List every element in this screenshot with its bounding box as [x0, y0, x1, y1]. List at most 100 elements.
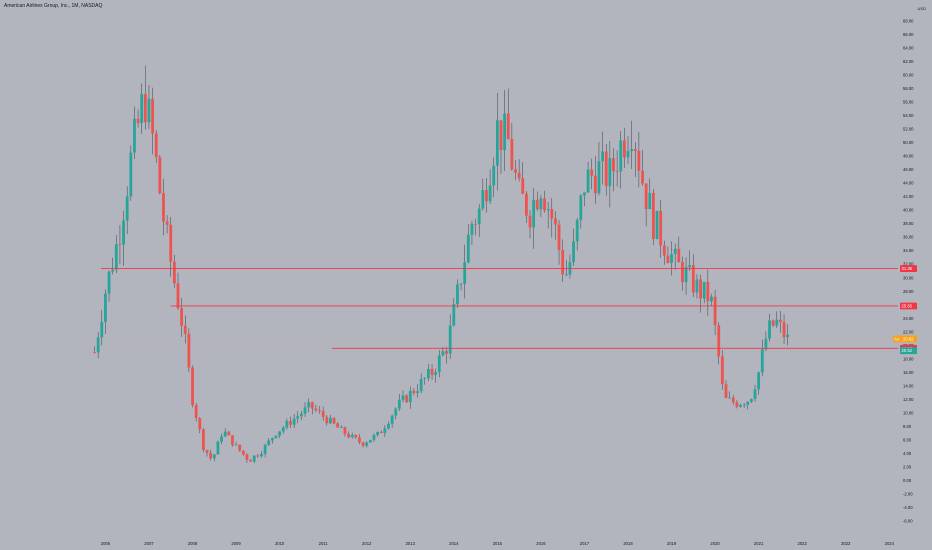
candle	[648, 178, 652, 210]
candle	[713, 289, 717, 336]
candle-body	[557, 224, 561, 251]
candle-body	[757, 372, 761, 390]
candle	[445, 347, 448, 364]
y-tick-label: 32.00	[903, 262, 914, 267]
candle-body	[593, 175, 597, 194]
candle-body	[503, 113, 507, 151]
candle-body	[550, 209, 554, 219]
candle-body	[575, 219, 579, 242]
level-badge-bg	[900, 265, 917, 272]
candle	[125, 186, 129, 234]
x-tick-label: 2010	[275, 541, 285, 546]
candle	[416, 384, 419, 398]
x-tick-label: 2018	[623, 541, 633, 546]
candle-body	[441, 351, 445, 356]
candle-body	[648, 192, 652, 210]
candle	[314, 404, 318, 413]
candle-body	[702, 281, 706, 299]
x-tick-label: 2013	[406, 541, 416, 546]
candle-body	[470, 223, 474, 235]
y-tick-label: 10.00	[903, 411, 914, 416]
candle-body	[202, 429, 205, 451]
candle	[724, 380, 728, 399]
candle	[227, 431, 231, 436]
candle-body	[485, 190, 488, 202]
y-tick-label: 8.00	[903, 424, 912, 429]
candle	[728, 391, 732, 399]
candle-body	[786, 334, 790, 338]
candle-body	[463, 262, 467, 284]
candle	[684, 257, 688, 296]
candle-body	[615, 171, 619, 172]
candle	[183, 315, 187, 344]
x-tick-label: 2006	[101, 541, 111, 546]
candle-body	[546, 209, 550, 211]
candle	[557, 219, 561, 265]
candle-body	[343, 427, 347, 435]
candle	[626, 136, 630, 165]
last-price-badge-bg	[893, 335, 917, 343]
candle	[554, 211, 557, 240]
y-tick-label: 6.00	[903, 438, 912, 443]
candle	[347, 431, 350, 439]
candle	[202, 428, 205, 453]
candle	[691, 254, 695, 298]
y-tick-label: 52.00	[903, 126, 914, 131]
candle-body	[318, 410, 321, 412]
candle-body	[354, 434, 358, 438]
candle	[521, 162, 525, 195]
candle-body	[688, 265, 692, 268]
candle	[568, 254, 572, 279]
candle-body	[263, 444, 267, 454]
candle-body	[644, 183, 648, 210]
close-badge-bg	[900, 347, 917, 355]
candle	[376, 431, 379, 437]
candle-body	[209, 452, 213, 459]
candle-body	[760, 349, 764, 373]
candle-body	[267, 440, 271, 445]
candle	[118, 224, 122, 265]
candle	[205, 449, 209, 457]
candle	[677, 236, 681, 263]
y-tick-label: -2.00	[903, 492, 913, 497]
candle-body	[118, 244, 122, 245]
candles	[93, 65, 790, 464]
x-tick-label: 2015	[493, 541, 503, 546]
candle-body	[619, 140, 623, 172]
candle	[285, 418, 289, 430]
candle	[717, 322, 721, 365]
candle-body	[361, 442, 365, 446]
candle	[720, 350, 724, 390]
candle-body	[608, 158, 612, 187]
candle-body	[717, 325, 721, 357]
candle	[307, 398, 311, 413]
candle	[310, 401, 314, 415]
candle-body	[158, 157, 162, 194]
candle	[695, 274, 699, 299]
candle-body	[165, 221, 169, 225]
candle	[180, 298, 184, 337]
candle-body	[397, 399, 401, 409]
candle-body	[401, 395, 405, 400]
candle-body	[350, 434, 354, 438]
candle-body	[376, 431, 379, 436]
candle-body	[456, 284, 459, 305]
y-tick-label: 62.00	[903, 59, 914, 64]
candle	[325, 415, 329, 426]
candle	[564, 259, 568, 277]
candle	[775, 311, 779, 328]
y-tick-label: 30.00	[903, 275, 914, 280]
x-tick-label: 2011	[319, 541, 329, 546]
candle	[216, 440, 220, 455]
candle	[739, 403, 742, 408]
candle-body	[383, 428, 387, 434]
candle	[379, 430, 383, 434]
candle	[143, 65, 147, 130]
candle-body	[720, 356, 724, 385]
candle	[412, 388, 416, 396]
candle	[448, 314, 452, 360]
candle	[485, 178, 488, 213]
candle-body	[270, 437, 274, 441]
candle-body	[329, 417, 332, 424]
